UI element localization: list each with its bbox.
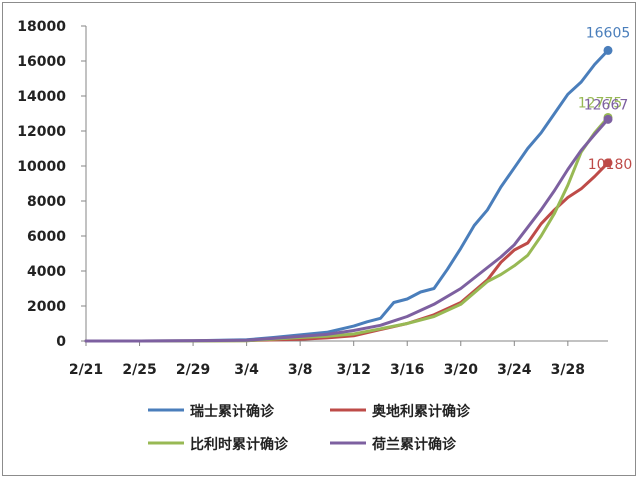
end-point-marker [603,114,613,124]
y-tick-label: 4000 [27,264,66,280]
x-tick-label: 2/29 [176,362,210,378]
end-point-marker [603,45,613,55]
legend-label: 奥地利累计确诊 [372,403,471,420]
end-value-label: 12667 [584,97,629,113]
legend-label: 荷兰累计确诊 [371,436,457,453]
x-tick-label: 3/12 [337,362,371,378]
x-tick-label: 3/24 [497,362,532,378]
end-value-label: 12775 [578,95,623,111]
axes: 0 2000 4000 6000 8000 10000 12000 14000 16000 180… [17,19,608,378]
y-tick-label: 18000 [17,19,66,35]
series-line [84,115,610,343]
legend-label: 瑞士累计确诊 [190,403,275,420]
y-tick-label: 16000 [17,54,66,70]
y-tick-label: 2000 [27,299,66,315]
x-tick-label: 2/25 [122,362,156,378]
x-tick-label: 3/4 [234,362,259,378]
y-tick-label: 8000 [27,194,66,210]
x-tick-label: 3/28 [551,362,585,378]
end-value-label: 16605 [586,25,631,41]
y-tick-label: 12000 [17,124,66,140]
end-point-marker [603,158,613,168]
series-line [84,48,610,343]
y-tick-label: 14000 [17,89,66,105]
x-tick-label: 3/20 [444,362,479,378]
y-tick-label: 0 [56,334,66,350]
legend-label: 比利时累计确诊 [190,436,289,453]
x-tick-label: 3/16 [390,362,424,378]
x-tick-label: 3/8 [288,362,313,378]
y-tick-label: 6000 [27,229,66,245]
end-value-label: 10180 [588,157,633,173]
x-tick-label: 2/21 [69,362,103,378]
series-lines [84,45,613,343]
series-line [84,117,610,343]
y-tick-label: 10000 [17,159,66,175]
